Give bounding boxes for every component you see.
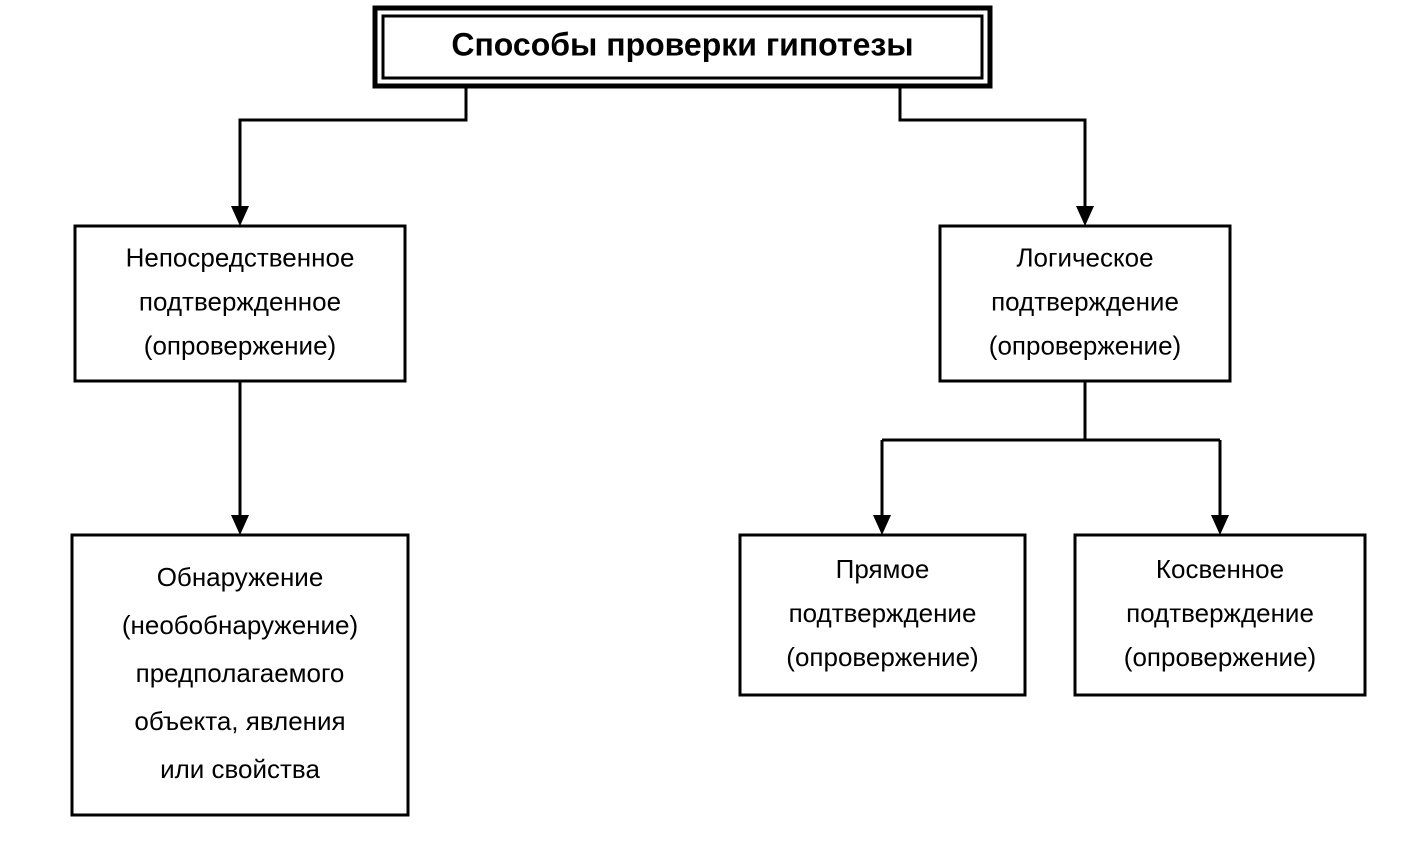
node-root: Способы проверки гипотезы — [375, 8, 990, 86]
edge-root-to-logical — [900, 86, 1094, 226]
node-indirect_conf-text: подтверждение — [1126, 598, 1314, 628]
node-detect-text: (необобнаружение) — [122, 610, 358, 640]
node-detect-text: Обнаружение — [157, 562, 324, 592]
edge-root-to-direct — [231, 86, 466, 226]
node-direct_conf: Прямое подтверждение (опровержение) — [740, 535, 1025, 695]
node-direct-text: (опровержение) — [144, 330, 336, 360]
node-logical-text: подтверждение — [991, 286, 1179, 316]
node-direct-text: подтвержденное — [139, 286, 341, 316]
node-logical-text: (опровержение) — [989, 330, 1181, 360]
node-direct_conf-text: (опровержение) — [786, 642, 978, 672]
node-detect-text: или свойства — [160, 754, 320, 784]
node-direct-text: Непосредственное — [126, 242, 355, 272]
diagram-canvas: Способы проверки гипотезы Непосредственно… — [0, 0, 1409, 867]
node-logical-text: Логическое — [1016, 242, 1153, 272]
node-direct: Непосредственное подтвержденное (опроверже… — [75, 226, 405, 381]
edge-split-to-dirconf — [873, 440, 891, 535]
node-logical: Логическое подтверждение (опровержение) — [940, 226, 1230, 381]
node-detect: Обнаружение (необобнаружение) предполагаем… — [72, 535, 408, 815]
node-indirect_conf-text: Косвенное — [1156, 554, 1284, 584]
edge-split-to-indconf — [1211, 440, 1229, 535]
edge-direct-to-detect — [231, 381, 249, 535]
node-indirect_conf-text: (опровержение) — [1124, 642, 1316, 672]
node-detect-text: предполагаемого — [136, 658, 345, 688]
node-root-text: Способы проверки гипотезы — [451, 26, 913, 62]
node-indirect_conf: Косвенное подтверждение (опровержение) — [1075, 535, 1365, 695]
node-direct_conf-text: Прямое — [836, 554, 930, 584]
node-direct_conf-text: подтверждение — [789, 598, 977, 628]
node-detect-text: объекта, явления — [134, 706, 345, 736]
nodes-layer: Способы проверки гипотезы Непосредственно… — [72, 8, 1365, 815]
